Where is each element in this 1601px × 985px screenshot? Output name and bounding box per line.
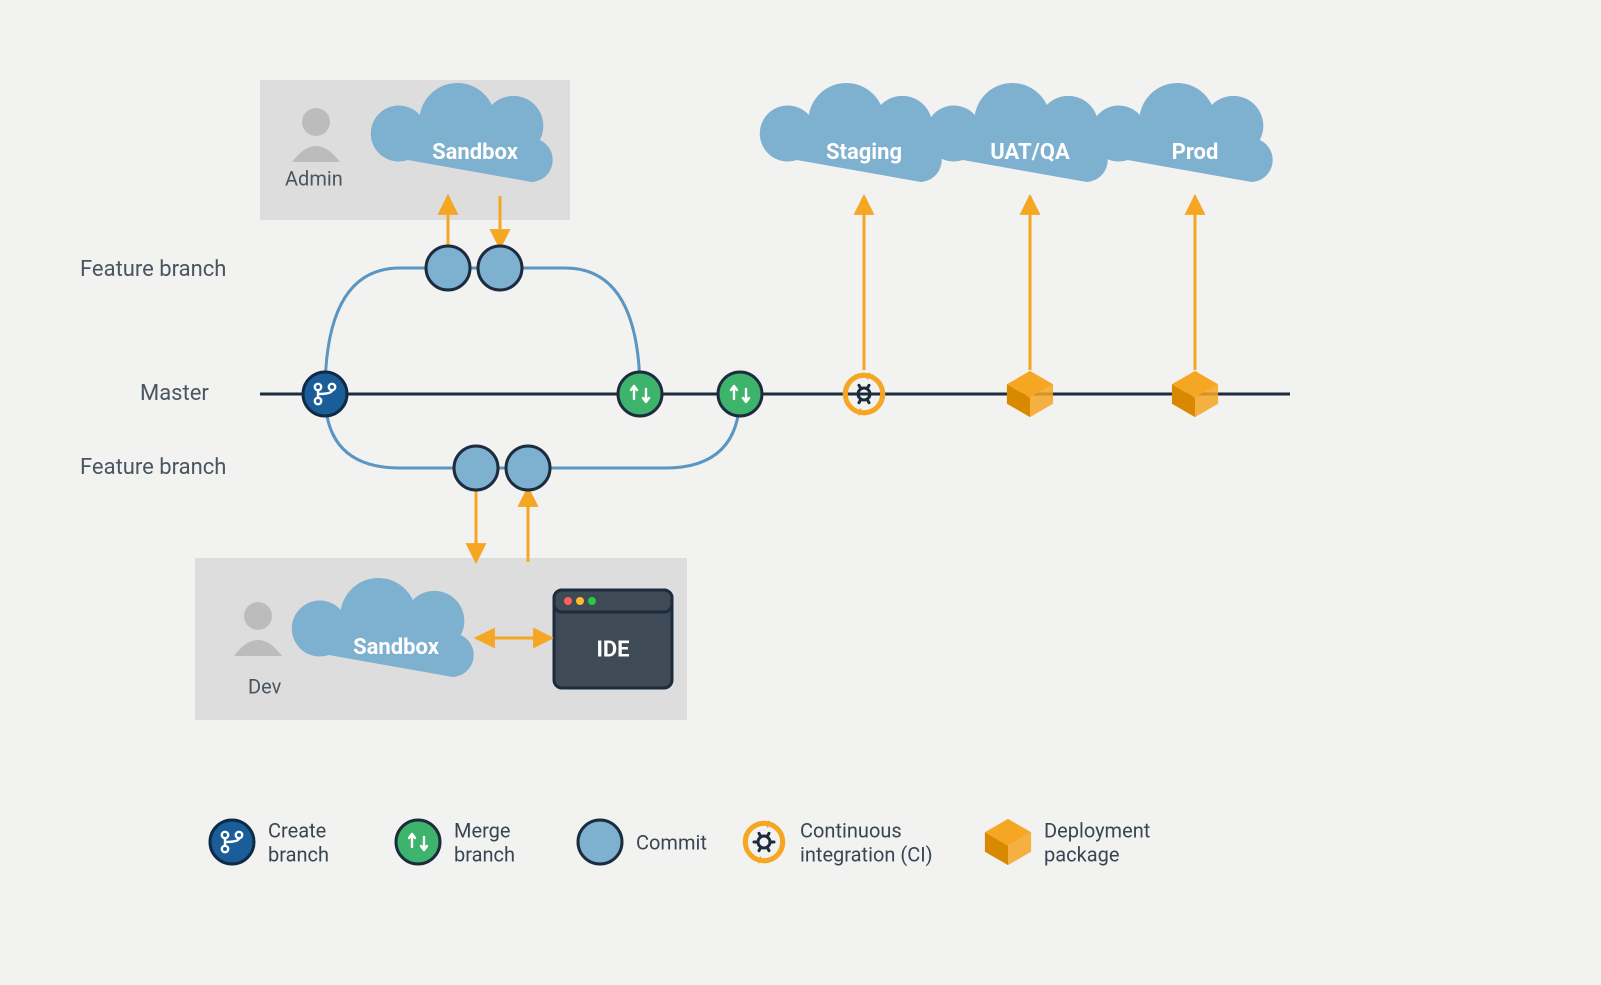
create-branch-node [303, 372, 347, 416]
cloud-staging: Staging [760, 83, 942, 182]
svg-text:Sandbox: Sandbox [432, 140, 519, 165]
dev-label: Dev [248, 674, 282, 698]
feature-branch-top [325, 268, 640, 394]
legend-label: Create [268, 818, 326, 842]
legend-label: Continuous [800, 818, 902, 842]
commit-node [506, 446, 550, 490]
legend-label: package [1044, 842, 1119, 866]
commit-node [454, 446, 498, 490]
feature-branch-label-bottom: Feature branch [80, 455, 226, 480]
deployment-package-node [1172, 371, 1218, 417]
ide-window: IDE [554, 590, 672, 688]
legend-label: Merge [454, 818, 511, 842]
legend-label: Deployment [1044, 818, 1150, 842]
svg-text:UAT/QA: UAT/QA [990, 140, 1070, 165]
svg-text:Prod: Prod [1172, 140, 1219, 165]
merge-branch-node [718, 372, 762, 416]
deployment-package-node [985, 819, 1031, 865]
svg-text:IDE: IDE [596, 638, 629, 663]
ci-node [745, 820, 782, 863]
create-branch-node [210, 820, 254, 864]
person-icon [302, 108, 330, 136]
merge-branch-node [396, 820, 440, 864]
legend-label: branch [268, 842, 329, 866]
commit-node [478, 246, 522, 290]
feature-branch-label-top: Feature branch [80, 257, 226, 282]
commit-node [578, 820, 622, 864]
cloud-prod: Prod [1091, 83, 1273, 182]
cloud-uat: UAT/QA [926, 83, 1108, 182]
master-label: Master [140, 381, 209, 406]
legend-label: Commit [636, 830, 707, 854]
svg-text:Staging: Staging [826, 140, 902, 165]
commit-node [426, 246, 470, 290]
legend-label: branch [454, 842, 515, 866]
svg-text:Sandbox: Sandbox [353, 635, 440, 660]
legend-label: integration (CI) [800, 842, 933, 866]
person-icon [244, 602, 272, 630]
deployment-package-node [1007, 371, 1053, 417]
merge-branch-node [618, 372, 662, 416]
admin-label: Admin [285, 166, 343, 190]
